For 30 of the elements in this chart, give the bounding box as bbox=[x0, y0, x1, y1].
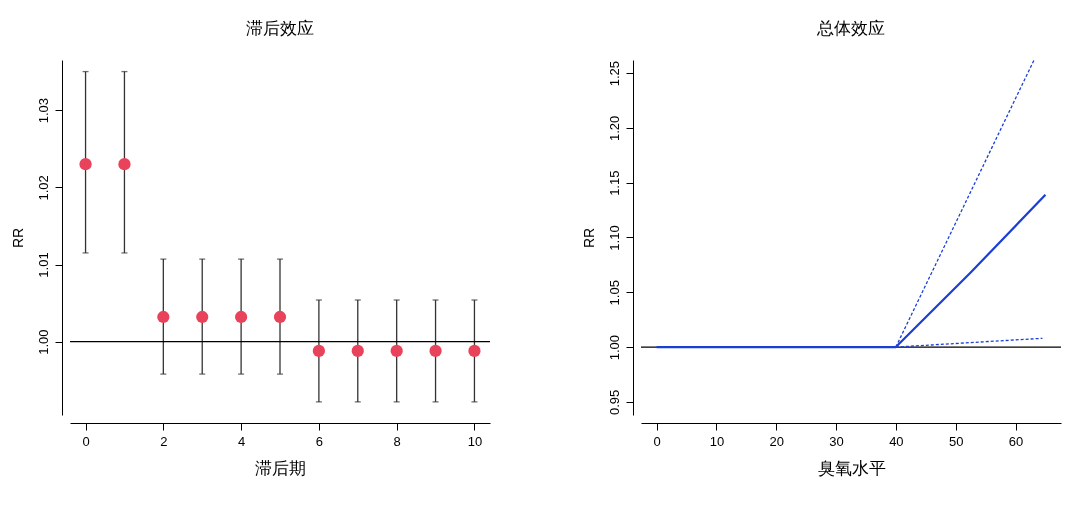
x-tick-label: 50 bbox=[948, 433, 964, 449]
x-axis-title: 滞后期 bbox=[255, 458, 306, 478]
y-axis-title: RR bbox=[580, 227, 597, 249]
chart-title: 总体效应 bbox=[816, 19, 885, 38]
y-tick-label: 1.20 bbox=[606, 115, 622, 142]
x-tick-label: 2 bbox=[160, 433, 168, 449]
y-tick-label: 1.02 bbox=[35, 175, 51, 201]
x-tick-label: 10 bbox=[467, 433, 483, 449]
chart-title: 滞后效应 bbox=[246, 19, 314, 38]
y-tick-label: 1.05 bbox=[606, 280, 622, 306]
x-tick-label: 60 bbox=[1008, 433, 1024, 449]
y-tick-label: 1.00 bbox=[606, 334, 622, 361]
y-axis-title: RR bbox=[9, 227, 26, 249]
x-tick-label: 30 bbox=[829, 433, 844, 449]
x-tick-label: 4 bbox=[237, 433, 246, 449]
x-tick-label: 6 bbox=[315, 433, 324, 449]
y-tick-label: 1.25 bbox=[606, 60, 622, 87]
x-tick-label: 20 bbox=[769, 433, 784, 449]
x-axis-title: 臭氧水平 bbox=[817, 458, 886, 478]
x-tick-label: 40 bbox=[889, 433, 904, 449]
y-tick-label: 0.95 bbox=[606, 389, 622, 416]
x-tick-label: 0 bbox=[82, 433, 90, 449]
x-tick-label: 0 bbox=[653, 433, 661, 449]
x-tick-label: 10 bbox=[709, 433, 725, 449]
y-tick-label: 1.15 bbox=[606, 170, 622, 196]
x-tick-label: 8 bbox=[393, 433, 401, 449]
y-tick-label: 1.00 bbox=[35, 329, 51, 355]
y-tick-label: 1.03 bbox=[35, 98, 51, 124]
y-tick-label: 1.01 bbox=[35, 252, 51, 278]
y-tick-label: 1.10 bbox=[606, 225, 622, 251]
